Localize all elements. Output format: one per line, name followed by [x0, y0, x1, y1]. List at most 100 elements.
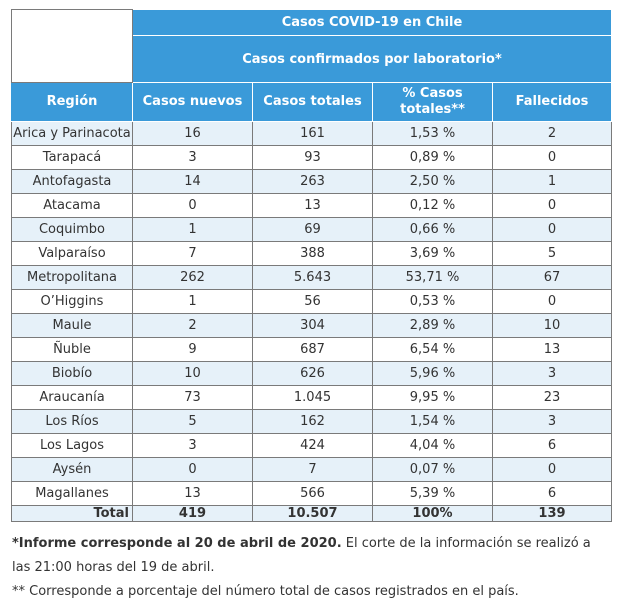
- new-cases: 2: [132, 313, 253, 338]
- new-cases: 9: [132, 337, 253, 362]
- total-label: Total: [11, 505, 133, 522]
- total-cases: 13: [252, 193, 373, 218]
- percent-cases: 6,54 %: [372, 337, 493, 362]
- total-cases: 56: [252, 289, 373, 314]
- table-row: Los Ríos 5 162 1,54 % 3: [11, 409, 612, 434]
- deaths: 3: [492, 409, 612, 434]
- percent-cases: 0,53 %: [372, 289, 493, 314]
- region-name: Metropolitana: [11, 265, 133, 290]
- total-cases: 424: [252, 433, 373, 458]
- deaths: 0: [492, 457, 612, 482]
- region-name: Tarapacá: [11, 145, 133, 170]
- percent-cases: 2,89 %: [372, 313, 493, 338]
- deaths: 0: [492, 289, 612, 314]
- region-name: Valparaíso: [11, 241, 133, 266]
- percent-cases: 5,96 %: [372, 361, 493, 386]
- table-body: Arica y Parinacota 16 161 1,53 % 2 Tarapacá 3 9…: [11, 121, 612, 506]
- total-cases: 304: [252, 313, 373, 338]
- table-row: Magallanes 13 566 5,39 % 6: [11, 481, 612, 506]
- region-name: Atacama: [11, 193, 133, 218]
- new-cases: 10: [132, 361, 253, 386]
- deaths: 6: [492, 481, 612, 506]
- footnote-1-rest: El corte de la información se realizó a …: [12, 536, 591, 575]
- table-title: Casos COVID-19 en Chile: [132, 9, 612, 36]
- header-blank-cell: [11, 9, 133, 83]
- footnote-2: ** Corresponde a porcentaje del número t…: [12, 584, 519, 599]
- new-cases: 13: [132, 481, 253, 506]
- deaths: 2: [492, 121, 612, 146]
- column-header-region: Región: [11, 82, 133, 122]
- footnote-1-bold: *Informe corresponde al 20 de abril de 2…: [12, 536, 342, 551]
- table-row: Ñuble 9 687 6,54 % 13: [11, 337, 612, 362]
- total-cases: 162: [252, 409, 373, 434]
- total-cases: 687: [252, 337, 373, 362]
- new-cases: 1: [132, 289, 253, 314]
- column-header-total-cases: Casos totales: [252, 82, 373, 122]
- table-row: Coquimbo 1 69 0,66 % 0: [11, 217, 612, 242]
- new-cases: 3: [132, 145, 253, 170]
- new-cases: 3: [132, 433, 253, 458]
- column-header-deaths: Fallecidos: [492, 82, 612, 122]
- new-cases: 16: [132, 121, 253, 146]
- table-row: Aysén 0 7 0,07 % 0: [11, 457, 612, 482]
- percent-cases: 0,89 %: [372, 145, 493, 170]
- total-cases: 161: [252, 121, 373, 146]
- covid-table-container: Casos COVID-19 en Chile Casos confirmado…: [11, 9, 612, 522]
- new-cases: 1: [132, 217, 253, 242]
- percent-cases: 0,07 %: [372, 457, 493, 482]
- deaths: 6: [492, 433, 612, 458]
- total-percent: 100%: [372, 505, 493, 522]
- total-cases: 566: [252, 481, 373, 506]
- total-cases: 5.643: [252, 265, 373, 290]
- region-name: Maule: [11, 313, 133, 338]
- new-cases: 5: [132, 409, 253, 434]
- footnotes: *Informe corresponde al 20 de abril de 2…: [12, 532, 612, 604]
- new-cases: 262: [132, 265, 253, 290]
- table-row: Maule 2 304 2,89 % 10: [11, 313, 612, 338]
- table-row: Valparaíso 7 388 3,69 % 5: [11, 241, 612, 266]
- total-cases: 626: [252, 361, 373, 386]
- deaths: 1: [492, 169, 612, 194]
- region-name: Magallanes: [11, 481, 133, 506]
- percent-cases: 0,66 %: [372, 217, 493, 242]
- total-deaths: 139: [492, 505, 612, 522]
- deaths: 5: [492, 241, 612, 266]
- deaths: 3: [492, 361, 612, 386]
- deaths: 0: [492, 145, 612, 170]
- percent-cases: 1,54 %: [372, 409, 493, 434]
- new-cases: 0: [132, 457, 253, 482]
- table-row: Araucanía 73 1.045 9,95 % 23: [11, 385, 612, 410]
- deaths: 10: [492, 313, 612, 338]
- total-cases: 263: [252, 169, 373, 194]
- table-row: Antofagasta 14 263 2,50 % 1: [11, 169, 612, 194]
- percent-cases: 0,12 %: [372, 193, 493, 218]
- region-name: O’Higgins: [11, 289, 133, 314]
- total-row: Total 419 10.507 100% 139: [11, 505, 612, 522]
- total-cases: 7: [252, 457, 373, 482]
- percent-cases: 4,04 %: [372, 433, 493, 458]
- region-name: Los Lagos: [11, 433, 133, 458]
- covid-cases-table: Casos COVID-19 en Chile Casos confirmado…: [11, 9, 612, 522]
- region-name: Antofagasta: [11, 169, 133, 194]
- new-cases: 14: [132, 169, 253, 194]
- region-name: Coquimbo: [11, 217, 133, 242]
- percent-cases: 9,95 %: [372, 385, 493, 410]
- percent-cases: 5,39 %: [372, 481, 493, 506]
- total-new-cases: 419: [132, 505, 253, 522]
- table-row: O’Higgins 1 56 0,53 % 0: [11, 289, 612, 314]
- table-row: Tarapacá 3 93 0,89 % 0: [11, 145, 612, 170]
- table-row: Los Lagos 3 424 4,04 % 6: [11, 433, 612, 458]
- region-name: Biobío: [11, 361, 133, 386]
- total-cases: 1.045: [252, 385, 373, 410]
- deaths: 23: [492, 385, 612, 410]
- region-name: Arica y Parinacota: [11, 121, 133, 146]
- region-name: Ñuble: [11, 337, 133, 362]
- deaths: 67: [492, 265, 612, 290]
- new-cases: 73: [132, 385, 253, 410]
- column-header-percent-label: % Casos totales**: [400, 86, 465, 117]
- region-name: Araucanía: [11, 385, 133, 410]
- region-name: Los Ríos: [11, 409, 133, 434]
- table-row: Biobío 10 626 5,96 % 3: [11, 361, 612, 386]
- deaths: 0: [492, 217, 612, 242]
- percent-cases: 3,69 %: [372, 241, 493, 266]
